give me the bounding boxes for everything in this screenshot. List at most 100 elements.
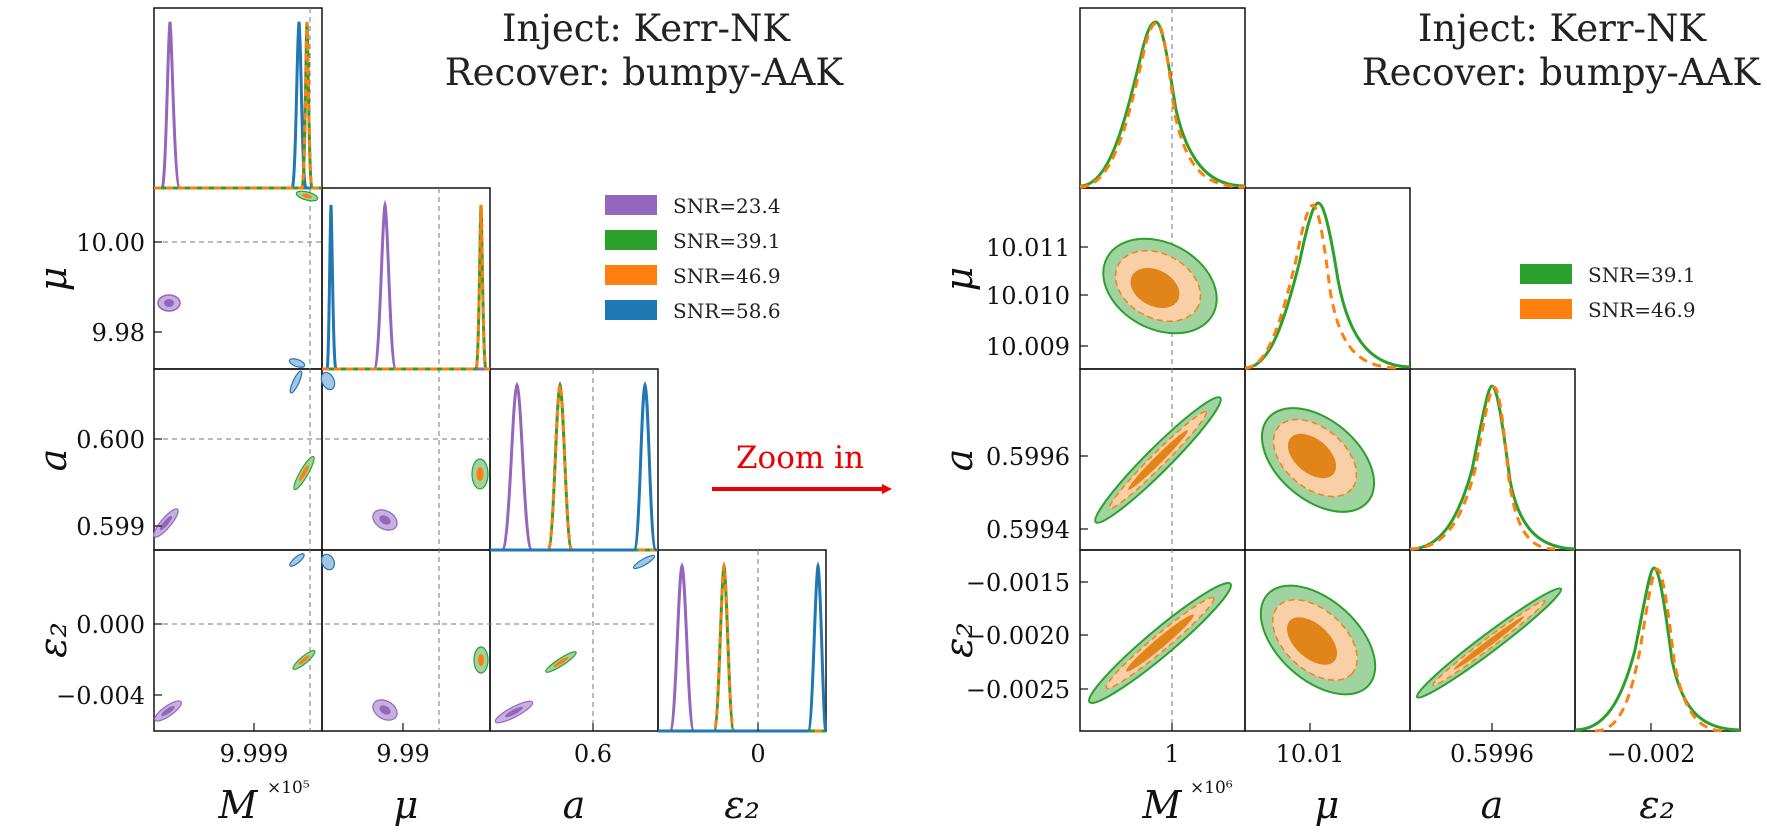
panel-a-hist-right xyxy=(1409,368,1576,551)
legend-label-snr23: SNR=23.4 xyxy=(673,194,781,218)
ytick-eps-1-left: 0.000 xyxy=(76,611,145,639)
title-line2-right: Recover: bumpy-AAK xyxy=(1362,51,1762,94)
marginal-mu-snr58-left xyxy=(322,204,490,371)
marginal-mu-snr23-left xyxy=(322,199,490,371)
marginal-mu-snr39-right xyxy=(1244,201,1411,370)
ytick-a-1-left: 0.600 xyxy=(76,426,145,454)
xlabel-M-exponent-right: ×10⁶ xyxy=(1190,778,1233,798)
tick-marks-left xyxy=(154,241,759,731)
marginal-mu-snr39-left xyxy=(322,204,490,371)
title-line2-left: Recover: bumpy-AAK xyxy=(445,51,845,94)
ylabel-a-left: a xyxy=(31,449,75,472)
contour-Ma-snr58-left xyxy=(289,370,303,394)
marginal-M-snr23-left xyxy=(154,21,322,190)
xtick-M-right: 1 xyxy=(1164,740,1179,768)
legend-label-snr39-right: SNR=39.1 xyxy=(1588,263,1696,287)
xtick-mu-right: 10.01 xyxy=(1276,740,1345,768)
marginal-M-snr58-left xyxy=(154,21,322,190)
legend-label-snr46-right: SNR=46.9 xyxy=(1588,298,1696,322)
marginal-eps-snr58-left xyxy=(658,561,828,733)
ytick-mu-2-right: 10.010 xyxy=(986,282,1070,310)
contours-left xyxy=(153,190,656,724)
marginal-M-snr39-right xyxy=(1079,20,1246,188)
legend-swatch-snr46-right xyxy=(1520,299,1572,319)
xlabel-mu-left: μ xyxy=(394,783,419,827)
legend-right: SNR=39.1 SNR=46.9 xyxy=(1520,263,1696,322)
ytick-eps-1-right: −0.0015 xyxy=(966,569,1070,597)
ytick-mu-2-left: 9.98 xyxy=(92,319,145,347)
marginal-curves-left xyxy=(154,21,828,733)
marginal-a-snr58-left xyxy=(490,380,658,552)
marginal-a-snr39-right xyxy=(1409,384,1576,551)
panel-mu-hist-left xyxy=(321,187,491,370)
ylabel-eps-left: ε₂ xyxy=(31,622,75,658)
panel-M-mu-left xyxy=(153,187,323,370)
xlabel-M-left: M xyxy=(218,783,259,827)
contour-Mmu-snr58-left xyxy=(288,358,306,368)
legend-swatch-snr23 xyxy=(605,195,657,215)
panel-a-eps-left xyxy=(489,549,659,732)
marginal-a-snr46-right xyxy=(1409,385,1556,551)
ytick-eps-2-right: −0.0020 xyxy=(966,622,1070,650)
panel-eps-hist-right xyxy=(1574,549,1741,732)
xlabel-M-right: M xyxy=(1142,783,1183,827)
marginal-a-snr23-left xyxy=(490,381,658,552)
legend-left: SNR=23.4 SNR=39.1 SNR=46.9 SNR=58.6 xyxy=(605,194,781,323)
xtick-a-right: 0.5996 xyxy=(1450,740,1534,768)
marginal-mu-snr46-left xyxy=(322,204,490,371)
ytick-a-2-left: 0.599 xyxy=(76,513,145,541)
contour-Meps-snr58-left xyxy=(289,553,305,567)
panel-M-a-left xyxy=(153,368,323,551)
xlabel-a-left: a xyxy=(563,783,586,827)
ylabel-eps-right: ε₂ xyxy=(937,622,981,658)
marginal-eps-snr46-left xyxy=(658,561,826,733)
marginal-mu-snr46-right xyxy=(1244,203,1401,370)
panel-mu-eps-left xyxy=(321,549,491,732)
title-line1-right: Inject: Kerr-NK xyxy=(1418,7,1707,50)
right-corner-plot: 10.01 1 10.010 10.009 0.5996 0.5994 −0.00… xyxy=(937,7,1761,827)
marginal-M-snr46-left xyxy=(154,21,322,190)
contours-right xyxy=(1088,237,1563,704)
marginal-M-snr46-right xyxy=(1079,21,1246,189)
ytick-eps-3-right: −0.0025 xyxy=(966,676,1070,704)
contour-aeps-snr58-left xyxy=(632,554,656,570)
xlabel-eps-left: ε₂ xyxy=(724,783,760,827)
xtick-mu-left: 9.99 xyxy=(376,740,429,768)
legend-swatch-snr39-left xyxy=(605,230,657,250)
ylabel-mu-left: μ xyxy=(31,267,75,292)
legend-swatch-snr58 xyxy=(605,300,657,320)
ytick-a-1-right: 0.5996 xyxy=(986,443,1070,471)
ytick-a-2-right: 0.5994 xyxy=(986,516,1070,544)
legend-swatch-snr39-right xyxy=(1520,264,1572,284)
panel-mu-a-left xyxy=(321,368,491,551)
title-line1-left: Inject: Kerr-NK xyxy=(502,7,791,50)
marginal-a-snr46-left xyxy=(490,380,658,552)
contour-mueps-snr58-left xyxy=(320,553,336,571)
xtick-eps-left: 0 xyxy=(750,740,765,768)
zoom-annotation: Zoom in xyxy=(712,440,892,494)
xtick-M-left: 9.999 xyxy=(220,740,289,768)
xlabel-mu-right: μ xyxy=(1315,783,1340,827)
legend-label-snr39-left: SNR=39.1 xyxy=(673,229,781,253)
legend-label-snr46-left: SNR=46.9 xyxy=(673,264,781,288)
marginal-eps-snr39-right xyxy=(1574,566,1741,732)
xlabel-a-right: a xyxy=(1481,783,1504,827)
ylabel-a-right: a xyxy=(937,449,981,472)
ytick-eps-2-left: −0.004 xyxy=(56,682,145,710)
marginal-curves-right xyxy=(1079,20,1741,733)
zoom-in-label: Zoom in xyxy=(736,440,864,476)
xlabel-eps-right: ε₂ xyxy=(1639,783,1675,827)
left-corner-plot: 10.00 9.98 0.600 0.599 0.000 −0.004 9.99… xyxy=(31,7,844,827)
contour-mua-snr58-left xyxy=(320,371,336,391)
xtick-a-left: 0.6 xyxy=(574,740,612,768)
marginal-eps-snr23-left xyxy=(658,562,826,733)
ytick-mu-1-left: 10.00 xyxy=(76,229,145,257)
xtick-eps-right: −0.002 xyxy=(1607,740,1696,768)
ylabel-mu-right: μ xyxy=(937,267,981,292)
tick-marks-right xyxy=(1080,246,1652,731)
marginal-eps-snr46-right xyxy=(1594,567,1726,733)
ytick-mu-3-right: 10.009 xyxy=(986,333,1070,361)
legend-swatch-snr46-left xyxy=(605,265,657,285)
legend-label-snr58: SNR=58.6 xyxy=(673,299,781,323)
